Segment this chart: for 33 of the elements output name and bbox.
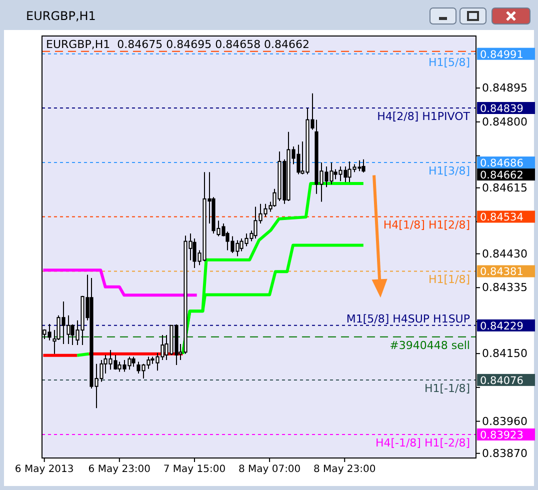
y2-tick-label: 0.84076 (480, 374, 524, 387)
x-tick-label: 6 May 2013 (14, 464, 74, 476)
ref-line-label: H1[1/8] (428, 273, 470, 286)
y-tick-label: 0.84615 (482, 181, 528, 194)
ref-line-label: H4[-1/8] H1[-2/8] (375, 436, 470, 450)
y2-tick-label: 0.84381 (480, 266, 524, 278)
ref-line-label: H1[3/8] (428, 164, 470, 178)
chart-subtitle: EURGBP,H1 0.84675 0.84695 0.84658 0.84662 (46, 38, 310, 51)
y2-tick-label: 0.84839 (480, 102, 524, 115)
ref-line-label: H1[5/8] (428, 56, 470, 69)
y-tick-label: 0.84150 (482, 347, 528, 360)
y-tick-label: 0.84895 (482, 82, 528, 95)
y2-tick-label: 0.84686 (480, 158, 524, 170)
x-tick-label: 6 May 23:00 (88, 464, 151, 476)
x-tick-label: 8 May 23:00 (314, 464, 376, 476)
y2-tick-label: 0.84229 (480, 320, 524, 332)
chart-title: EURGBP,H1 (26, 9, 96, 23)
ref-line-label: H4[1/8] H1[2/8] (383, 218, 470, 232)
y2-tick-label: 0.84662 (480, 170, 524, 182)
ref-line-label: H4[2/8] H1PIVOT (377, 110, 470, 123)
y2-tick-label: 0.83923 (480, 429, 524, 442)
x-tick-label: 7 May 15:00 (163, 464, 226, 476)
x-tick-label: 8 May 07:00 (238, 464, 301, 476)
y2-tick-label: 0.84991 (480, 48, 524, 61)
y-tick-label: 0.84800 (482, 115, 528, 128)
y-tick-label: 0.84430 (482, 247, 528, 260)
ref-line-label: M1[5/8] H4SUP H1SUP (346, 312, 470, 326)
ref-line-label: H1[-1/8] (424, 382, 470, 395)
y-tick-label: 0.84335 (482, 281, 528, 294)
y-tick-label: 0.83870 (482, 446, 528, 460)
y2-tick-label: 0.84534 (480, 212, 524, 224)
ref-line-label: #3940448 sell (390, 338, 470, 352)
y-tick-label: 0.83960 (482, 414, 528, 428)
